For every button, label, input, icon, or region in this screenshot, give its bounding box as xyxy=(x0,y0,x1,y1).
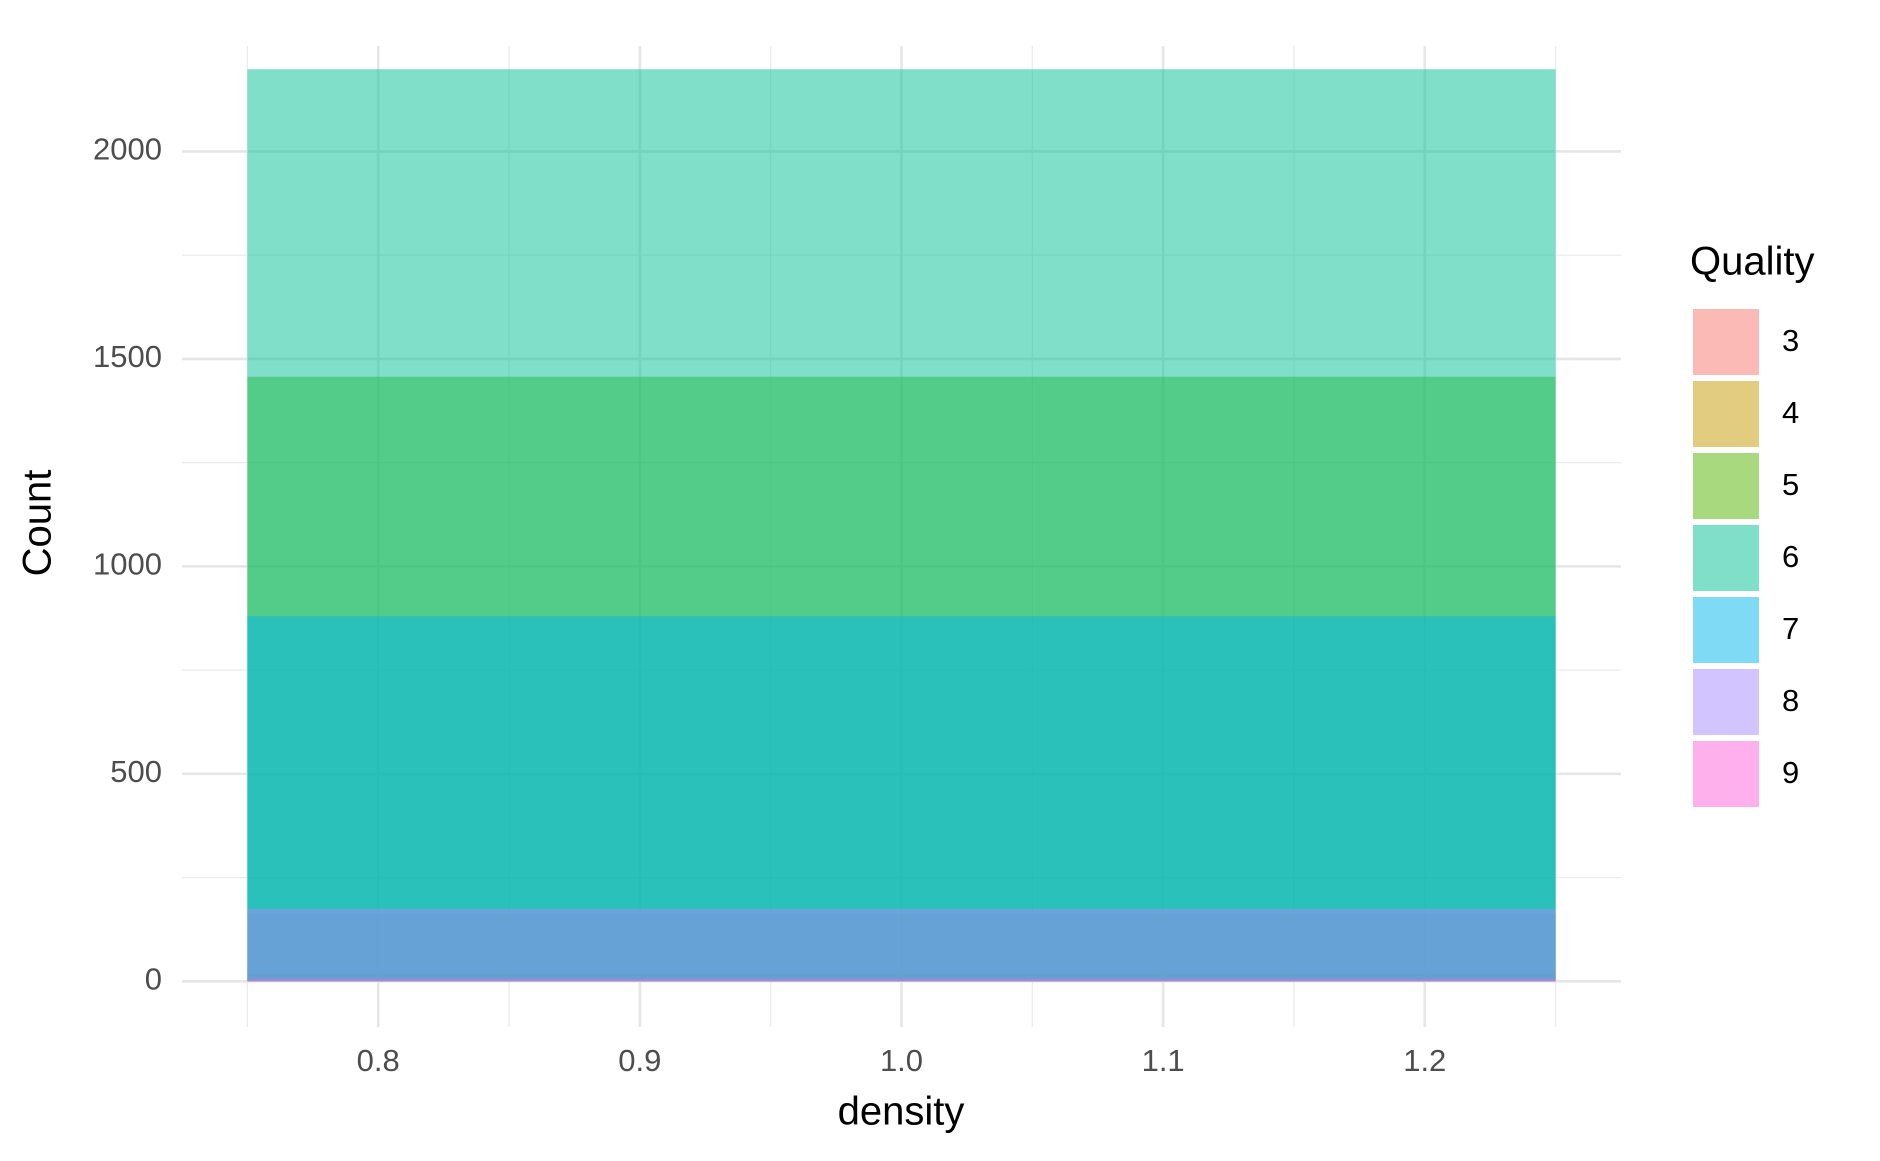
legend-key xyxy=(1693,741,1759,807)
legend-label: 4 xyxy=(1782,395,1799,430)
legend-key xyxy=(1693,525,1759,591)
legend-key xyxy=(1693,597,1759,663)
x-tick-label: 0.9 xyxy=(618,1043,661,1078)
x-tick-label: 1.2 xyxy=(1403,1043,1446,1078)
y-axis-title: Count xyxy=(16,470,60,577)
y-tick-label: 500 xyxy=(110,754,162,789)
legend-key xyxy=(1693,309,1759,375)
x-axis-title: density xyxy=(838,1090,965,1134)
legend-label: 9 xyxy=(1782,755,1799,790)
legend-key xyxy=(1693,669,1759,735)
bar xyxy=(247,908,1556,982)
x-tick-label: 1.1 xyxy=(1142,1043,1185,1078)
y-tick-label: 1500 xyxy=(93,339,162,374)
x-tick-label: 0.8 xyxy=(357,1043,400,1078)
legend-label: 6 xyxy=(1782,539,1799,574)
legend-title: Quality xyxy=(1690,240,1815,284)
legend-label: 7 xyxy=(1782,611,1799,646)
x-tick-label: 1.0 xyxy=(880,1043,923,1078)
legend-label: 5 xyxy=(1782,467,1799,502)
legend-key xyxy=(1693,453,1759,519)
legend-key xyxy=(1693,381,1759,447)
legend-label: 8 xyxy=(1782,683,1799,718)
y-tick-label: 1000 xyxy=(93,547,162,582)
legend-label: 3 xyxy=(1782,323,1799,358)
y-tick-label: 0 xyxy=(145,962,162,997)
y-tick-label: 2000 xyxy=(93,132,162,167)
bar xyxy=(247,979,1556,982)
